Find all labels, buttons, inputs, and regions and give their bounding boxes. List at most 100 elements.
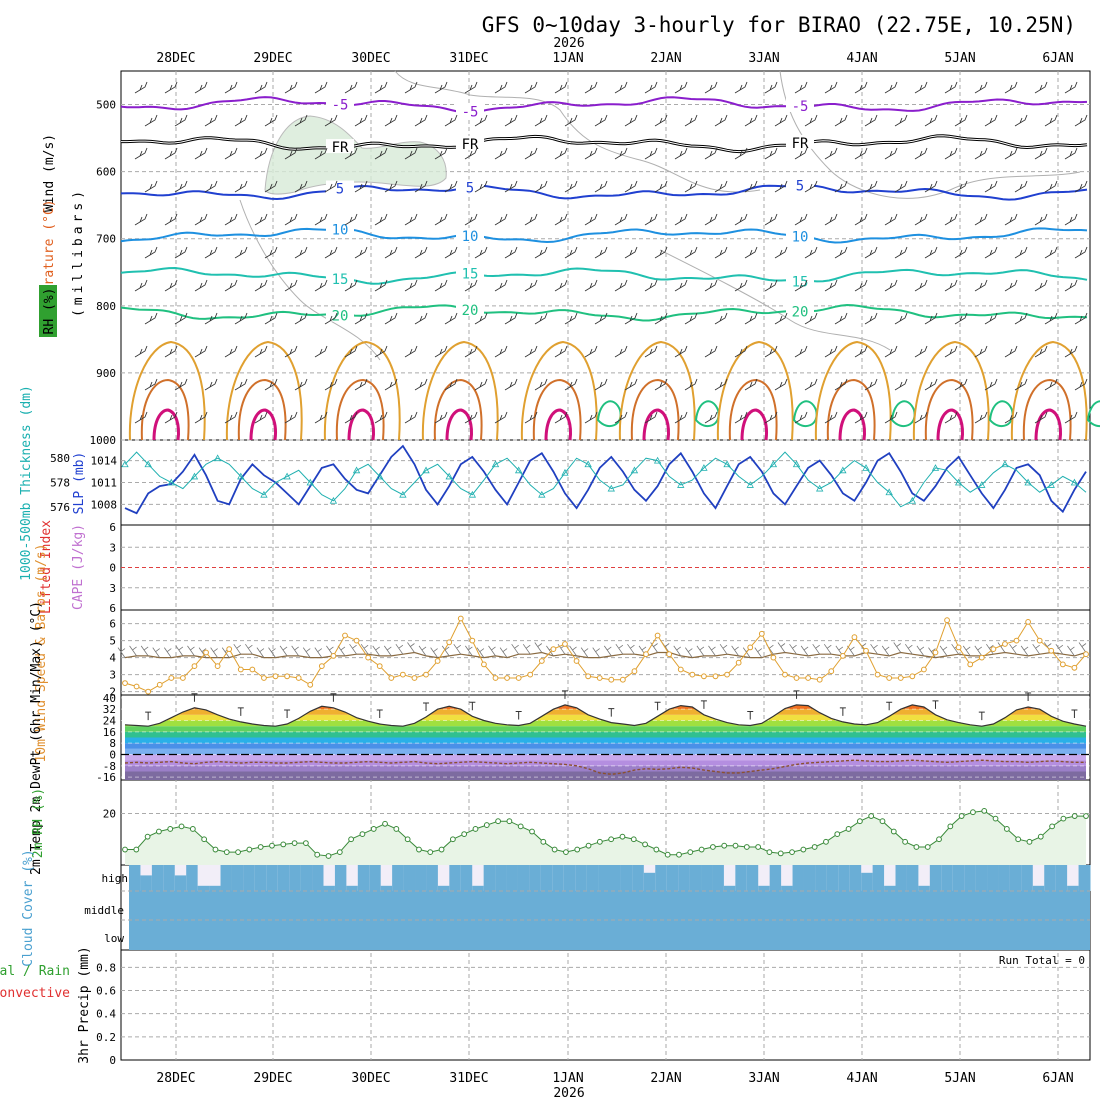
surface-barb bbox=[233, 643, 242, 655]
wind-barb bbox=[1004, 213, 1018, 226]
rh-point bbox=[122, 846, 128, 853]
wind-barb bbox=[344, 147, 358, 160]
wind-speed-point bbox=[191, 663, 198, 669]
thickness-point bbox=[491, 460, 500, 468]
wind-speed-point bbox=[1059, 661, 1066, 668]
label-thickness: 1000-500mb Thickness (dm) bbox=[19, 385, 34, 581]
wind-barb bbox=[174, 246, 188, 259]
wind-speed-point bbox=[538, 658, 545, 664]
wind-barb bbox=[624, 180, 638, 193]
wind-barb bbox=[1064, 81, 1078, 94]
cloud-high-bar bbox=[803, 865, 816, 891]
wind-speed-point bbox=[573, 658, 580, 664]
wind-speed-point bbox=[1013, 637, 1020, 644]
wind-barb bbox=[1034, 147, 1048, 160]
wind-barb bbox=[624, 378, 638, 391]
max-marker bbox=[145, 711, 152, 721]
wind-barb bbox=[474, 114, 488, 127]
wind-speed-point bbox=[411, 675, 418, 681]
cloud-high-bar bbox=[140, 875, 153, 891]
rh-point bbox=[992, 815, 999, 822]
surface-barb bbox=[731, 645, 739, 657]
wind-barb bbox=[284, 345, 298, 358]
rh-shaded-area bbox=[264, 115, 447, 195]
wind-speed-point bbox=[990, 646, 997, 652]
cloud-high-bar bbox=[163, 865, 176, 891]
wind-speed-point bbox=[816, 676, 823, 683]
cloud-high-bar bbox=[975, 865, 988, 891]
li-tick-2: 0 bbox=[109, 562, 116, 575]
date-bottom-30DEC: 30DEC bbox=[351, 1071, 390, 1086]
temp-tick-32: 32 bbox=[103, 703, 116, 716]
wind-barb bbox=[524, 345, 538, 358]
rh-point bbox=[743, 844, 750, 850]
rh-point bbox=[291, 840, 298, 847]
temp-band bbox=[125, 754, 1086, 761]
wind-barb bbox=[474, 378, 488, 391]
rh-point bbox=[642, 841, 648, 848]
rh-point bbox=[879, 818, 886, 825]
cloud-high-bg bbox=[472, 865, 485, 891]
thickness-slp-panel: 1008 1011 1014 576 578 580 bbox=[50, 444, 1090, 515]
wind-barb bbox=[254, 147, 268, 160]
wind-barb bbox=[834, 180, 848, 193]
thickness-point bbox=[908, 496, 916, 504]
wind-speed-point bbox=[886, 675, 893, 681]
wind-barb bbox=[674, 345, 688, 358]
wind-speed-point bbox=[701, 673, 707, 680]
temp-tick--16: -16 bbox=[96, 771, 116, 784]
wind-barb bbox=[744, 246, 758, 259]
wind-barb bbox=[554, 279, 568, 292]
rh-point bbox=[834, 831, 841, 837]
rh-contour-2 bbox=[779, 70, 1081, 199]
wind-speed-point bbox=[504, 675, 510, 681]
wind-speed-point bbox=[562, 641, 568, 647]
wind-barb bbox=[404, 345, 418, 358]
date-top-3JAN: 3JAN bbox=[748, 51, 779, 66]
wind-speed-point bbox=[295, 675, 302, 681]
wind-barb bbox=[234, 312, 248, 325]
wind-speed-point bbox=[758, 630, 765, 637]
max-marker bbox=[747, 710, 754, 720]
wind-barb bbox=[854, 345, 868, 358]
surface-barb bbox=[650, 642, 658, 653]
thickness-point bbox=[630, 466, 639, 474]
wind-speed-point bbox=[284, 673, 290, 680]
wind-barb bbox=[794, 279, 808, 292]
wind-barb bbox=[1034, 81, 1048, 94]
isotherm-label-bg bbox=[326, 180, 354, 195]
wind-barb bbox=[924, 378, 938, 391]
surface-barb bbox=[511, 643, 519, 655]
thickness-point bbox=[190, 472, 199, 480]
surface-barb bbox=[719, 643, 728, 655]
wind-speed-point bbox=[156, 681, 163, 688]
surface-barb bbox=[175, 645, 184, 657]
label-cape: CAPE (J/kg) bbox=[71, 524, 86, 610]
wind-barb bbox=[254, 279, 268, 292]
wind-barb bbox=[314, 213, 328, 226]
precip-tick-0.4: 0.4 bbox=[96, 1008, 116, 1021]
cloud-high-bar bbox=[186, 865, 199, 891]
wind-barb bbox=[374, 345, 388, 358]
surface-barb bbox=[1009, 643, 1017, 655]
rh-point bbox=[856, 818, 863, 825]
wind-speed-point bbox=[423, 671, 429, 678]
cloud-high-bar bbox=[643, 872, 656, 891]
wind-barb bbox=[524, 411, 538, 424]
wind-barb bbox=[704, 345, 718, 358]
plume-mid bbox=[728, 378, 778, 441]
wind-barb bbox=[224, 411, 238, 424]
wind-barb bbox=[434, 147, 448, 160]
wind-speed-point bbox=[770, 654, 777, 661]
wind-barb bbox=[884, 147, 898, 160]
isotherm-label-bg bbox=[456, 103, 484, 118]
max-marker bbox=[284, 709, 291, 719]
wind-barb bbox=[914, 411, 928, 424]
wind-barb bbox=[914, 213, 928, 226]
surface-barb bbox=[453, 643, 462, 655]
wind-speed-point bbox=[179, 675, 186, 681]
date-top-31DEC: 31DEC bbox=[449, 51, 488, 66]
surface-barb bbox=[279, 645, 288, 657]
surface-barb bbox=[754, 647, 763, 658]
